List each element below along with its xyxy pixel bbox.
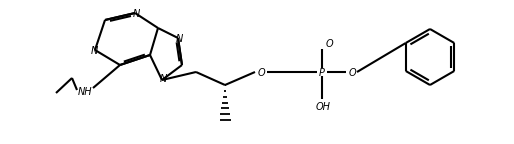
Text: N: N bbox=[175, 34, 182, 44]
Text: O: O bbox=[257, 68, 265, 78]
Text: OH: OH bbox=[316, 102, 331, 112]
Text: NH: NH bbox=[78, 87, 93, 97]
Text: O: O bbox=[325, 39, 333, 49]
Text: P: P bbox=[319, 68, 325, 78]
Text: N: N bbox=[90, 46, 98, 56]
Text: N: N bbox=[133, 9, 140, 19]
Text: O: O bbox=[348, 68, 356, 78]
Text: N: N bbox=[159, 74, 167, 84]
